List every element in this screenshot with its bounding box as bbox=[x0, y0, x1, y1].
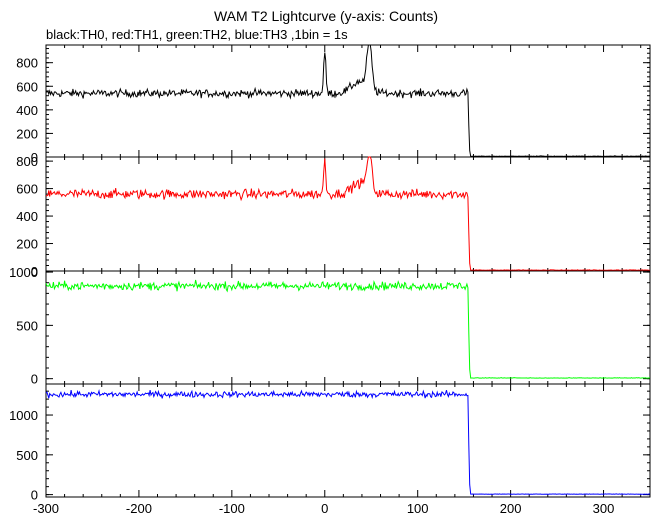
y-tick-label: 500 bbox=[16, 448, 38, 463]
y-tick-label: 600 bbox=[16, 79, 38, 94]
y-tick-label: 800 bbox=[16, 154, 38, 169]
panel-frame-th3 bbox=[45, 383, 651, 498]
panel-frame-th0 bbox=[45, 44, 651, 158]
x-tick-label: 300 bbox=[593, 501, 615, 515]
y-tick-label: 400 bbox=[16, 103, 38, 118]
y-tick-label: 0 bbox=[31, 488, 38, 503]
y-tick-label: 400 bbox=[16, 209, 38, 224]
y-tick-label: 200 bbox=[16, 237, 38, 252]
y-tick-label: 800 bbox=[16, 56, 38, 71]
panel-frame-th1 bbox=[45, 156, 651, 272]
y-tick-label: 1000 bbox=[9, 265, 38, 280]
y-tick-label: 200 bbox=[16, 126, 38, 141]
series-line-th3 bbox=[45, 389, 651, 495]
x-tick-label: 100 bbox=[407, 501, 429, 515]
x-tick-label: -200 bbox=[126, 501, 152, 515]
y-tick-label: 1000 bbox=[9, 408, 38, 423]
y-tick-label: 0 bbox=[31, 264, 38, 279]
x-tick-label: -100 bbox=[219, 501, 245, 515]
series-line-th2 bbox=[45, 279, 650, 379]
chart-title: WAM T2 Lightcurve (y-axis: Counts) bbox=[213, 8, 439, 24]
x-tick-label: 200 bbox=[500, 501, 522, 515]
y-tick-label: 0 bbox=[31, 150, 38, 165]
y-tick-label: 0 bbox=[31, 372, 38, 387]
x-tick-label: -300 bbox=[33, 501, 59, 515]
y-tick-label: 500 bbox=[16, 318, 38, 333]
series-line-th0 bbox=[45, 44, 651, 157]
chart-subtitle: black:TH0, red:TH1, green:TH2, blue:TH3 … bbox=[46, 27, 348, 42]
x-tick-label: 0 bbox=[321, 501, 328, 515]
y-tick-label: 600 bbox=[16, 182, 38, 197]
series-line-th1 bbox=[46, 156, 650, 271]
